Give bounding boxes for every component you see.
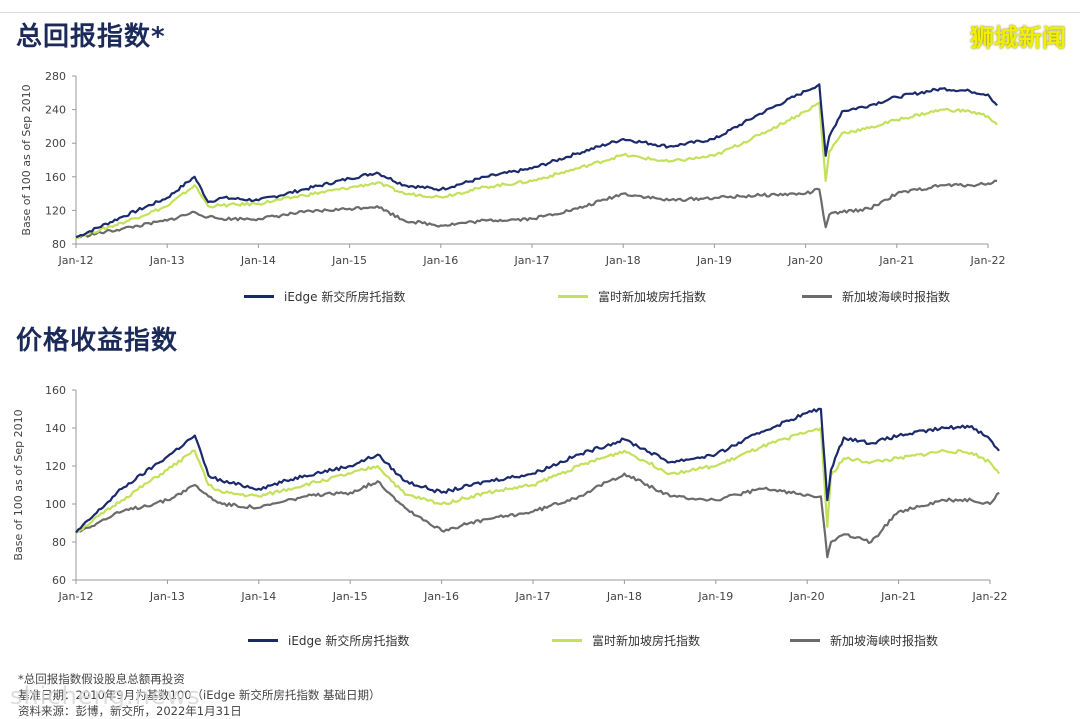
y-tick-label: 200 <box>45 137 66 150</box>
legend-swatch-iedge <box>244 295 274 298</box>
y-tick-label: 100 <box>45 498 66 511</box>
footnote-source: 资料来源：彭博，新交所，2022年1月31日 <box>18 704 242 718</box>
y-axis-label: Base of 100 as of Sep 2010 <box>12 409 25 560</box>
sti-line <box>75 179 998 239</box>
x-tick-label: Jan-19 <box>697 590 733 603</box>
x-tick-label: Jan-21 <box>878 254 914 267</box>
top-divider <box>0 12 1080 13</box>
x-tick-label: Jan-15 <box>332 590 368 603</box>
brand-logo: 狮城新闻 <box>970 24 1066 52</box>
y-tick-label: 160 <box>45 171 66 184</box>
legend-label: iEdge 新交所房托指数 <box>284 290 406 304</box>
x-tick-label: Jan-22 <box>970 254 1006 267</box>
x-tick-label: Jan-13 <box>149 254 185 267</box>
y-axis-label: Base of 100 as of Sep 2010 <box>20 84 33 235</box>
x-tick-label: Jan-22 <box>972 590 1008 603</box>
price-return-chart: 60 80 100 120 140 160 Jan-12 Jan-13 Jan-14 Jan-15… <box>12 384 1008 603</box>
legend-item-sti: 新加坡海峡时报指数 <box>790 632 938 649</box>
total-return-title: 总回报指数* <box>16 22 166 52</box>
legend-item-iedge: iEdge 新交所房托指数 <box>244 288 405 305</box>
x-tick-label: Jan-21 <box>880 590 916 603</box>
x-tick-label: Jan-20 <box>787 254 823 267</box>
iedge-line <box>75 407 1000 534</box>
legend-swatch-sti <box>790 639 820 642</box>
x-tick-label: Jan-15 <box>331 254 367 267</box>
ftse-line <box>75 101 998 240</box>
y-tick-label: 140 <box>45 422 66 435</box>
legend-label: 新加坡海峡时报指数 <box>830 634 939 648</box>
legend-swatch-sti <box>802 295 832 298</box>
x-tick-label: Jan-17 <box>515 590 551 603</box>
legend-item-ftse: 富时新加坡房托指数 <box>552 632 700 649</box>
y-tick-label: 80 <box>52 238 66 251</box>
x-tick-label: Jan-18 <box>606 590 642 603</box>
legend-label: 新加坡海峡时报指数 <box>842 290 951 304</box>
ftse-line <box>75 426 1001 534</box>
footnote-base-date: 基准日期：2010年9月为基数100（iEdge 新交所房托指数 基础日期） <box>18 688 381 702</box>
x-tick-label: Jan-12 <box>58 590 94 603</box>
legend-item-ftse: 富时新加坡房托指数 <box>558 288 706 305</box>
x-tick-label: Jan-16 <box>422 254 458 267</box>
iedge-line <box>75 83 998 239</box>
x-tick-label: Jan-17 <box>514 254 550 267</box>
price-return-title: 价格收益指数 <box>16 326 179 356</box>
y-tick-label: 160 <box>45 384 66 397</box>
legend-label: iEdge 新交所房托指数 <box>288 634 410 648</box>
total-return-chart: 80 120 160 200 240 280 Jan-12 Jan-13 Jan-14 Jan-1… <box>20 70 1006 267</box>
y-tick-label: 120 <box>45 460 66 473</box>
legend-swatch-ftse <box>558 295 588 298</box>
legend-item-sti: 新加坡海峡时报指数 <box>802 288 950 305</box>
x-tick-label: Jan-14 <box>240 254 276 267</box>
watermark: shicheng.news <box>10 682 201 710</box>
x-tick-label: Jan-19 <box>696 254 732 267</box>
legend-label: 富时新加坡房托指数 <box>592 634 701 648</box>
legend-item-iedge: iEdge 新交所房托指数 <box>248 632 409 649</box>
y-tick-label: 80 <box>52 536 66 549</box>
x-tick-label: Jan-12 <box>58 254 94 267</box>
x-tick-label: Jan-18 <box>605 254 641 267</box>
x-tick-label: Jan-16 <box>423 590 459 603</box>
legend-swatch-ftse <box>552 639 582 642</box>
legend-label: 富时新加坡房托指数 <box>598 290 707 304</box>
footnote-dividends: *总回报指数假设股息总额再投资 <box>18 672 185 686</box>
x-tick-label: Jan-20 <box>789 590 825 603</box>
x-tick-label: Jan-13 <box>149 590 185 603</box>
x-tick-label: Jan-14 <box>240 590 276 603</box>
y-tick-label: 280 <box>45 70 66 83</box>
y-tick-label: 120 <box>45 204 66 217</box>
sti-line <box>75 472 1000 559</box>
legend-swatch-iedge <box>248 639 278 642</box>
y-tick-label: 240 <box>45 104 66 117</box>
y-tick-label: 60 <box>52 574 66 587</box>
